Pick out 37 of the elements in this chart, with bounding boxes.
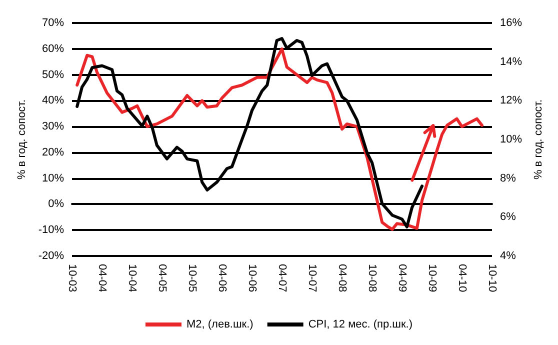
- x-tick-label: 10-03: [66, 264, 78, 292]
- y2-tick-label: 12%: [500, 94, 522, 107]
- x-tick-label: 10-04: [126, 264, 138, 292]
- x-tick-label: 04-05: [156, 264, 168, 292]
- y-tick-label: -10%: [38, 224, 64, 236]
- y-tick-label: 70%: [42, 17, 64, 29]
- x-tick-label: 04-04: [96, 264, 108, 292]
- y-tick-label: 60%: [42, 42, 64, 55]
- y-axis-title: % в год. сопост.: [16, 99, 28, 180]
- y2-tick-label: 6%: [500, 211, 516, 224]
- y-tick-label: 10%: [42, 172, 64, 184]
- y2-tick-label: 16%: [500, 17, 522, 29]
- x-tick-label: 10-07: [306, 264, 318, 292]
- y-tick-label: -20%: [38, 250, 64, 262]
- legend-label: CPI, 12 мес. (пр.шк.): [308, 318, 413, 330]
- y-tick-label: 0%: [48, 198, 64, 210]
- x-tick-label: 10-09: [426, 264, 438, 292]
- x-tick-label: 04-07: [276, 264, 288, 292]
- x-tick-label: 04-10: [456, 264, 468, 292]
- x-tick-label: 10-08: [366, 264, 378, 292]
- x-tick-label: 10-10: [486, 264, 498, 292]
- y2-axis-title: % в год. сопост.: [532, 99, 544, 180]
- line-series: [76, 47, 484, 231]
- y-tick-label: 40%: [42, 94, 64, 107]
- legend-label: M2, (лев.шк.): [186, 318, 254, 330]
- x-tick-label: 04-09: [396, 264, 408, 292]
- y-tick-label: 50%: [42, 68, 64, 81]
- x-tick-label: 04-08: [336, 264, 348, 292]
- x-tick-label: 10-05: [186, 264, 198, 292]
- y2-tick-label: 14%: [500, 56, 522, 68]
- y2-tick-label: 8%: [500, 172, 516, 184]
- x-tick-label: 04-06: [216, 264, 228, 292]
- y2-tick-label: 4%: [500, 250, 516, 262]
- y-tick-label: 30%: [42, 120, 64, 133]
- y2-tick-label: 10%: [500, 134, 522, 146]
- y-tick-label: 20%: [42, 146, 64, 158]
- x-tick-label: 10-06: [246, 264, 258, 292]
